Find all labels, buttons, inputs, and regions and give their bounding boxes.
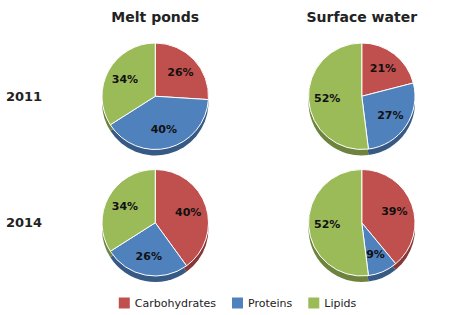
pie-top bbox=[102, 43, 208, 150]
data-label: 26% bbox=[136, 250, 162, 263]
chart: Melt ponds Surface water 2011 2014 26% 40% 34%… bbox=[0, 0, 475, 315]
slice bbox=[155, 43, 208, 100]
pie-top bbox=[102, 170, 209, 277]
pie-labels: 40% 26% 34% bbox=[112, 200, 202, 264]
slice bbox=[362, 83, 415, 149]
pie-top bbox=[309, 43, 416, 150]
legend-swatch bbox=[232, 298, 243, 309]
pie: 26% 40% 34% bbox=[102, 43, 208, 156]
slice bbox=[102, 43, 155, 125]
pie: 21% 27% 52% bbox=[308, 43, 415, 156]
legend-swatch bbox=[308, 298, 319, 309]
data-label: 21% bbox=[370, 62, 396, 75]
slice bbox=[362, 170, 415, 264]
data-label: 40% bbox=[175, 206, 201, 219]
legend: Carbohydrates Proteins Lipids bbox=[119, 297, 357, 310]
pie-labels: 39% 9% 52% bbox=[314, 205, 407, 261]
legend-label: Lipids bbox=[324, 297, 356, 310]
legend-label: Proteins bbox=[248, 297, 293, 310]
data-label: 27% bbox=[377, 109, 403, 122]
legend-item: Lipids bbox=[308, 297, 356, 310]
data-label: 34% bbox=[112, 200, 138, 213]
column-title: Surface water bbox=[306, 9, 417, 25]
data-label: 52% bbox=[314, 218, 340, 231]
data-label: 39% bbox=[381, 205, 407, 218]
row-label: 2011 bbox=[6, 89, 42, 104]
row-label: 2014 bbox=[6, 215, 42, 230]
legend-label: Carbohydrates bbox=[135, 297, 216, 310]
slice bbox=[309, 43, 369, 150]
data-label: 52% bbox=[314, 92, 340, 105]
pie-labels: 26% 40% 34% bbox=[112, 66, 194, 136]
pie-top bbox=[309, 170, 416, 276]
data-label: 40% bbox=[151, 123, 177, 136]
data-label: 26% bbox=[167, 66, 193, 79]
legend-swatch bbox=[119, 298, 130, 309]
data-label: 34% bbox=[112, 73, 138, 86]
slice bbox=[309, 170, 369, 276]
pie: 39% 9% 52% bbox=[309, 170, 416, 283]
slice bbox=[102, 170, 155, 252]
legend-item: Carbohydrates bbox=[119, 297, 216, 310]
pie-labels: 21% 27% 52% bbox=[314, 62, 404, 122]
data-label: 9% bbox=[366, 248, 385, 261]
pie: 40% 26% 34% bbox=[102, 170, 209, 283]
legend-item: Proteins bbox=[232, 297, 293, 310]
column-title: Melt ponds bbox=[111, 9, 199, 25]
